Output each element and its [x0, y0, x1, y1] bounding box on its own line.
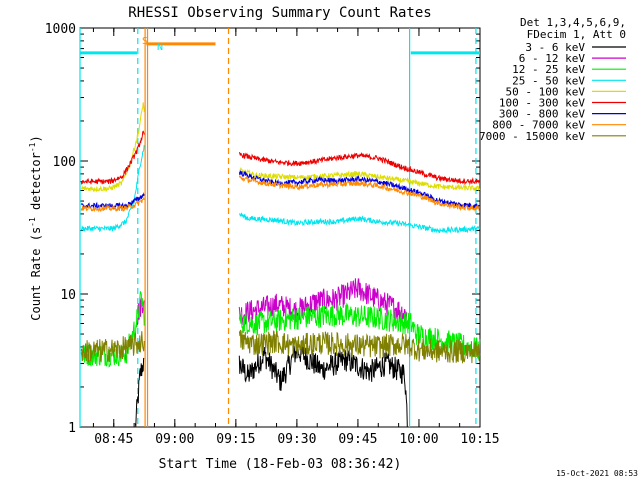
legend-label: 6 - 12 keV [519, 52, 586, 65]
x-axis-label: Start Time (18-Feb-03 08:36:42) [159, 457, 402, 472]
series-group [80, 102, 481, 428]
legend-label: 800 - 7000 keV [492, 119, 585, 132]
legend-header-1: Det 1,3,4,5,6,9, [520, 16, 626, 29]
x-tick-label: 09:00 [155, 432, 194, 447]
axis-ticks: 08:45 09:00 09:15 09:30 09:45 10:00 10:15 1 10 10… [45, 22, 500, 447]
timestamp: 15-Oct-2021 08:53 [556, 469, 638, 478]
x-tick-label: 10:15 [460, 432, 499, 447]
series-line [80, 102, 481, 193]
legend-label: 3 - 6 keV [525, 41, 585, 54]
n-marker: N [157, 42, 163, 53]
series-line [80, 144, 481, 234]
ylabel-mid: detector [29, 152, 43, 217]
legend-header-2: FDecim 1, Att 0 [527, 28, 626, 41]
y-tick-label: 10 [60, 288, 76, 303]
series-line [134, 342, 409, 428]
ylabel-sup1: -1 [28, 217, 37, 227]
ylabel-sup2: -1 [28, 142, 37, 152]
x-tick-label: 09:30 [277, 432, 316, 447]
plot-frame [79, 27, 481, 428]
legend-label: 50 - 100 keV [506, 85, 586, 98]
y-tick-label: 1000 [45, 22, 76, 37]
series-line [80, 130, 481, 186]
series-line [80, 329, 481, 364]
series-line [80, 175, 480, 213]
time-markers [79, 28, 477, 427]
chart-title: RHESSI Observing Summary Count Rates [128, 5, 431, 21]
legend-label: 300 - 800 keV [499, 108, 585, 121]
s-marker: S [142, 36, 148, 47]
y-axis-label: Count Rate (s-1 detector-1) [28, 135, 43, 320]
ylabel-main: Count Rate (s [29, 227, 43, 321]
legend-label: 25 - 50 keV [512, 74, 585, 87]
x-tick-label: 10:00 [399, 432, 438, 447]
y-tick-label: 100 [53, 155, 76, 170]
legend-label: 7000 - 15000 keV [479, 130, 585, 143]
plot-area [79, 27, 481, 428]
legend-label: 12 - 25 keV [512, 63, 585, 76]
legend: Det 1,3,4,5,6,9, FDecim 1, Att 0 3 - 6 k… [479, 16, 626, 143]
legend-label: 100 - 300 keV [499, 97, 585, 110]
ylabel-end: ) [29, 135, 43, 142]
y-tick-label: 1 [68, 421, 76, 436]
attenuator-group [80, 42, 480, 55]
x-tick-label: 09:15 [216, 432, 255, 447]
x-tick-label: 08:45 [94, 432, 133, 447]
x-tick-label: 09:45 [338, 432, 377, 447]
